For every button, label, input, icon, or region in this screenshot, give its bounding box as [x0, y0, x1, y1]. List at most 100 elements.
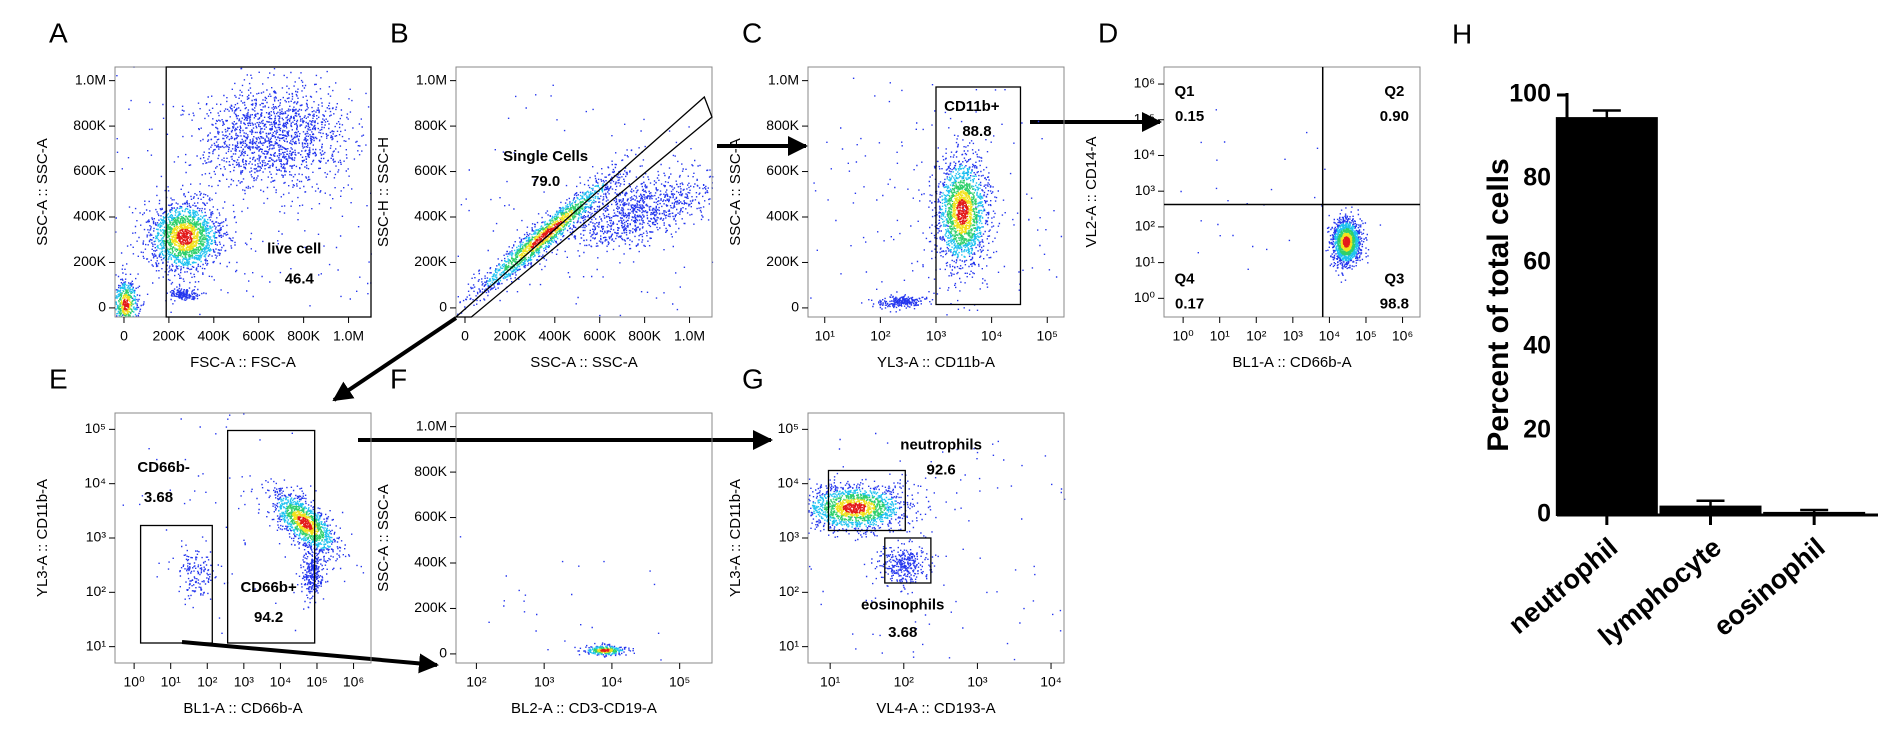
- panel-letter: A: [49, 17, 68, 48]
- x-tick-label: 10⁵: [669, 674, 690, 690]
- y-tick-label: 10²: [779, 583, 800, 599]
- x-tick-label: 10²: [466, 674, 487, 690]
- panel-letter: H: [1452, 18, 1472, 49]
- y-tick-label: 40: [1523, 332, 1551, 360]
- cell-dots: [1333, 222, 1360, 262]
- y-tick-label: 800K: [766, 117, 799, 133]
- x-tick-label: 10⁴: [981, 328, 1003, 344]
- y-tick-label: 10³: [779, 529, 800, 545]
- x-tick-label: 800K: [287, 328, 320, 344]
- x-tick-label: 10⁵: [306, 674, 327, 690]
- flow-plot: A 0 200K 400K 600K 800K 1.0M 0 200K 400K 600K 800K 1…: [34, 17, 372, 371]
- gate-percent: 0.15: [1175, 108, 1204, 125]
- y-tick-label: 10⁵: [85, 420, 106, 436]
- x-tick-label: 10⁴: [1319, 328, 1341, 344]
- y-tick-label: 1.0M: [416, 417, 447, 433]
- panel-letter: E: [49, 363, 68, 394]
- x-tick-label: 10²: [1246, 328, 1267, 344]
- x-axis-label: BL1-A :: CD66b-A: [1232, 354, 1351, 371]
- y-tick-label: 400K: [766, 208, 799, 224]
- x-tick-label: 10¹: [815, 328, 836, 344]
- x-tick-label: 1.0M: [674, 328, 705, 344]
- x-tick-label: 10⁰: [124, 674, 146, 690]
- x-tick-label: 10¹: [161, 674, 182, 690]
- gate-percent: 92.6: [927, 461, 956, 478]
- gate: [454, 95, 713, 318]
- x-tick-label: 10⁶: [343, 674, 364, 690]
- y-axis-label: YL3-A :: CD11b-A: [727, 479, 744, 597]
- y-tick-label: 0: [1537, 500, 1551, 528]
- gate-name: eosinophils: [861, 596, 944, 613]
- y-tick-label: 1.0M: [416, 71, 447, 87]
- cell-dots: [823, 493, 887, 522]
- x-tick-label: 10⁶: [1392, 328, 1413, 344]
- y-tick-label: 600K: [414, 508, 447, 524]
- gate-percent: 3.68: [144, 489, 173, 506]
- y-tick-label: 60: [1523, 248, 1551, 276]
- y-tick-label: 400K: [414, 554, 447, 570]
- flow-plot: D 10⁰ 10¹ 10² 10³ 10⁴ 10⁵ 10⁶ 10⁰ 10¹ 10² 10³ 10⁴ 10⁵…: [1083, 17, 1421, 371]
- y-tick-label: 10¹: [1135, 253, 1156, 269]
- x-tick-label: 200K: [494, 328, 527, 344]
- arrow: [332, 316, 458, 402]
- x-tick-label: 400K: [197, 328, 230, 344]
- y-tick-label: 10¹: [779, 637, 800, 653]
- gate-percent: 98.8: [1380, 295, 1409, 312]
- x-tick-label: 10³: [967, 674, 988, 690]
- plot-frame: [455, 66, 713, 318]
- x-tick-label: 10³: [234, 674, 255, 690]
- cell-dots: [939, 164, 985, 258]
- cell-dots: [115, 66, 372, 318]
- x-tick-label: 200K: [153, 328, 186, 344]
- gate-percent: 0.90: [1380, 108, 1409, 125]
- cell-dots: [504, 198, 589, 271]
- gate-percent: 3.68: [888, 624, 917, 641]
- y-tick-label: 0: [439, 645, 447, 661]
- x-tick-label: 10⁴: [270, 674, 292, 690]
- flow-plot: B 0 200K 400K 600K 800K 1.0M 0 200K 400K 600K 800K 1…: [375, 17, 714, 371]
- x-tick-label: 10²: [197, 674, 218, 690]
- cell-dots: [808, 432, 1066, 661]
- cell-dots: [278, 496, 333, 550]
- y-tick-label: 10⁵: [1134, 110, 1155, 126]
- cell-dots: [587, 645, 624, 656]
- y-tick-label: 10⁰: [1134, 289, 1156, 305]
- x-axis-label: BL2-A :: CD3-CD19-A: [511, 700, 657, 717]
- panel-letter: C: [742, 17, 762, 48]
- gate-name: live cell: [267, 240, 321, 257]
- arrow: [181, 640, 439, 674]
- y-tick-label: 10³: [1135, 182, 1156, 198]
- gate-name: CD11b+: [944, 98, 1000, 115]
- gate: [165, 66, 372, 318]
- gate-name: Single Cells: [503, 148, 588, 165]
- cell-dots: [286, 504, 325, 542]
- panel-letter: B: [390, 17, 409, 48]
- y-tick-label: 10³: [86, 529, 107, 545]
- y-tick-label: 20: [1523, 416, 1551, 444]
- y-tick-label: 600K: [73, 162, 106, 178]
- x-tick-label: 10¹: [820, 674, 841, 690]
- flow-plot: F 10² 10³ 10⁴ 10⁵ 0 200K 400K 600K 800K 1.0M BL2-A …: [375, 363, 713, 717]
- y-tick-label: 10²: [1135, 218, 1156, 234]
- gate-percent: 79.0: [531, 173, 560, 190]
- cell-dots: [115, 207, 216, 318]
- y-tick-label: 800K: [414, 117, 447, 133]
- x-tick-label: 10³: [534, 674, 555, 690]
- plot-frame: [1163, 66, 1421, 318]
- y-tick-label: 800K: [73, 117, 106, 133]
- gate-name: Q3: [1384, 270, 1404, 287]
- y-axis-label: VL2-A :: CD14-A: [1083, 137, 1100, 248]
- gate: [935, 86, 1022, 306]
- y-tick-label: 10¹: [86, 637, 107, 653]
- bar: [1763, 511, 1866, 517]
- cell-dots: [459, 536, 662, 661]
- x-tick-label: 10²: [870, 328, 891, 344]
- x-tick-label: 10⁴: [601, 674, 623, 690]
- y-axis-label: SSC-H :: SSC-H: [375, 137, 392, 247]
- x-tick-label: 10⁰: [1173, 328, 1195, 344]
- panel-letter: G: [742, 363, 764, 394]
- x-tick-label: 600K: [583, 328, 616, 344]
